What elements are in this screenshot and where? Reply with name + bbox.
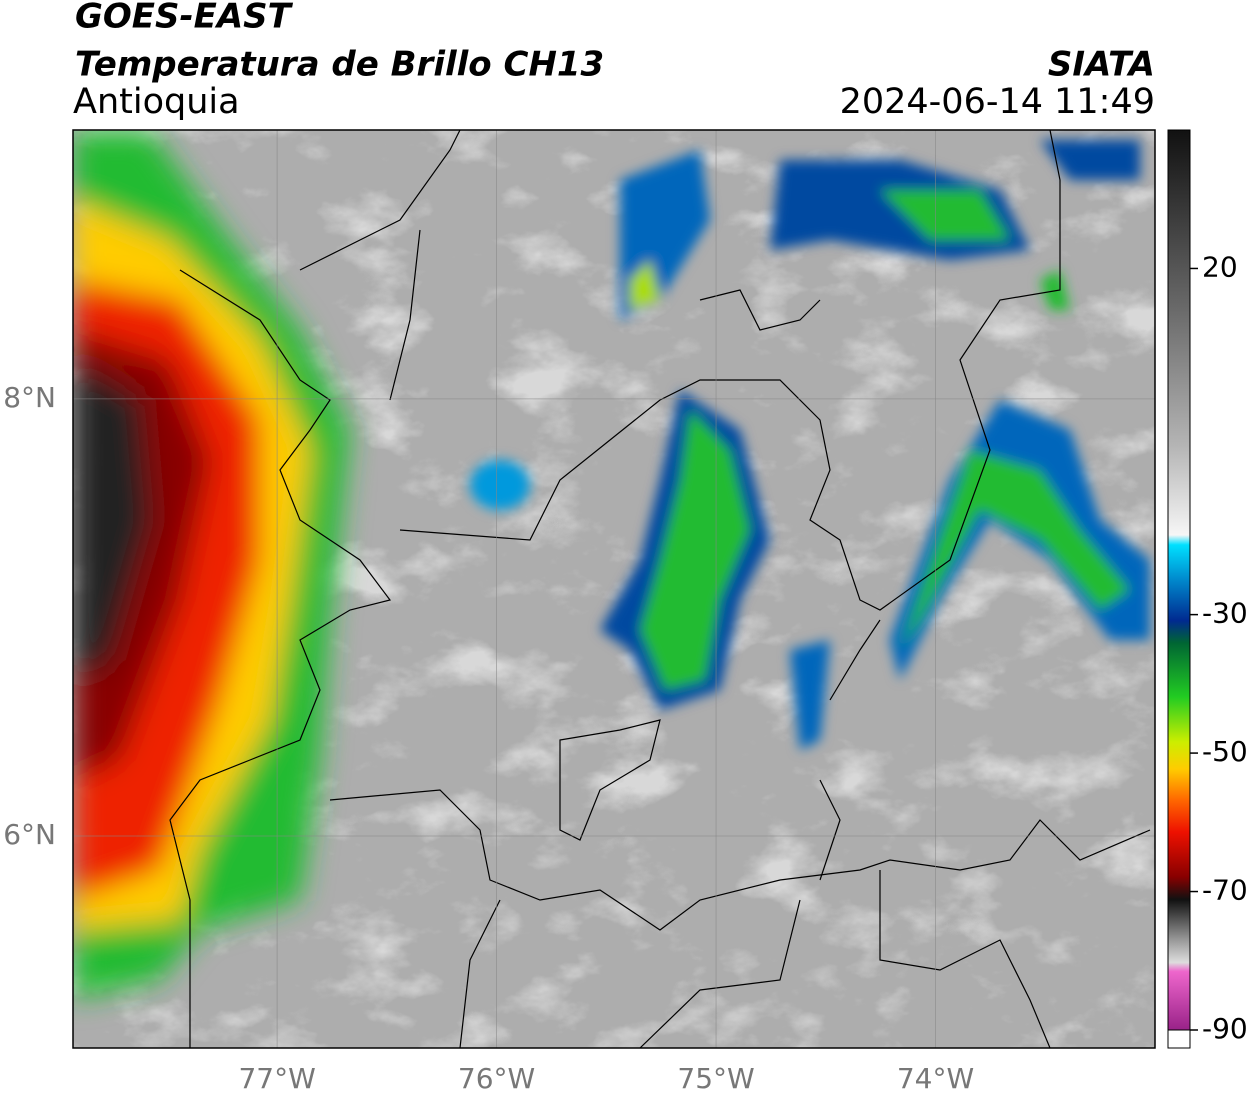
x-tick-label: 74°W [897, 1062, 974, 1095]
satellite-image [73, 130, 1155, 1048]
source: SIATA [1048, 45, 1155, 85]
x-tick-label: 77°W [238, 1062, 315, 1095]
colorbar [1167, 129, 1191, 1031]
colorbar-tick-label: -70 [1202, 874, 1248, 907]
colorbar-extension [1167, 1029, 1191, 1049]
y-tick-label: 8°N [3, 381, 56, 414]
title: GOES-EAST [75, 0, 294, 37]
colorbar-tick-label: 20 [1202, 250, 1238, 283]
x-tick-label: 75°W [677, 1062, 754, 1095]
region: Antioquia [73, 82, 240, 122]
timestamp: 2024-06-14 11:49 [840, 82, 1155, 122]
map-frame [72, 129, 1156, 1049]
subtitle: Temperatura de Brillo CH13 [75, 45, 604, 85]
colorbar-tick-label: -50 [1202, 735, 1248, 768]
y-tick-label: 6°N [3, 818, 56, 851]
graticule [73, 130, 1155, 1048]
x-tick-label: 76°W [458, 1062, 535, 1095]
colorbar-tick-label: -30 [1202, 597, 1248, 630]
colorbar-tick-label: -90 [1202, 1012, 1248, 1045]
